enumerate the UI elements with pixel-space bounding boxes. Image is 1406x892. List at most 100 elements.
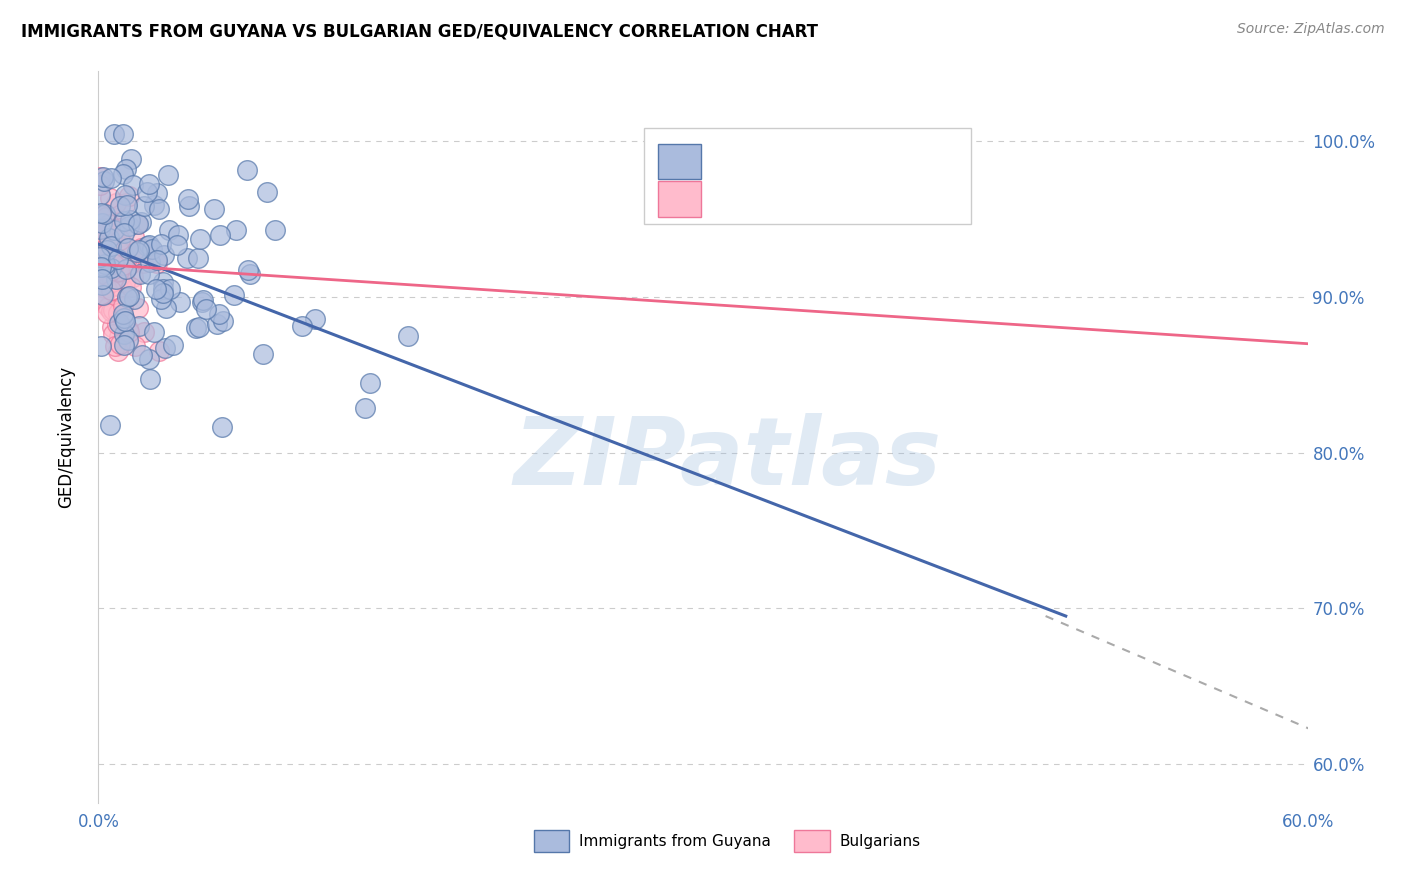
Point	[112, 327, 135, 342]
Point	[118, 189, 141, 203]
Point	[211, 420, 233, 434]
Point	[89, 208, 111, 222]
Text: Bulgarians: Bulgarians	[839, 834, 921, 848]
Point	[89, 225, 111, 239]
Point	[117, 250, 139, 264]
Point	[105, 317, 128, 331]
Point	[159, 282, 181, 296]
Point	[202, 202, 225, 217]
Point	[107, 329, 129, 343]
Point	[114, 314, 136, 328]
Point	[97, 217, 120, 231]
Point	[146, 186, 169, 200]
Point	[93, 174, 115, 188]
Point	[129, 241, 152, 255]
Point	[153, 248, 176, 262]
Point	[96, 244, 118, 258]
Point	[97, 300, 120, 314]
Point	[131, 214, 153, 228]
Point	[93, 208, 115, 222]
Point	[162, 338, 184, 352]
Point	[135, 185, 157, 199]
Point	[94, 211, 117, 225]
Point	[91, 225, 114, 239]
Point	[120, 152, 142, 166]
Point	[128, 244, 150, 258]
Point	[111, 307, 134, 321]
Point	[115, 290, 138, 304]
Point	[101, 326, 124, 341]
Point	[359, 376, 381, 390]
Point	[118, 213, 141, 227]
Text: R = -0.406   N = 116: R = -0.406 N = 116	[717, 153, 905, 170]
Point	[256, 185, 278, 199]
Point	[100, 276, 122, 290]
Point	[138, 267, 160, 281]
Point	[128, 319, 150, 334]
Point	[98, 191, 121, 205]
Point	[101, 320, 124, 334]
Point	[111, 127, 134, 141]
Point	[118, 288, 141, 302]
Text: ZIPatlas: ZIPatlas	[513, 413, 941, 505]
Point	[112, 226, 135, 240]
Point	[176, 251, 198, 265]
Point	[97, 221, 120, 235]
Point	[110, 336, 132, 351]
Point	[142, 198, 165, 212]
Point	[148, 202, 170, 217]
Text: Source: ZipAtlas.com: Source: ZipAtlas.com	[1237, 22, 1385, 37]
Point	[125, 217, 148, 231]
Point	[263, 223, 285, 237]
Point	[90, 260, 112, 275]
Point	[136, 238, 159, 252]
Point	[90, 278, 112, 293]
Point	[304, 312, 326, 326]
Point	[115, 196, 138, 211]
Point	[132, 256, 155, 270]
Point	[94, 260, 117, 275]
Point	[101, 303, 124, 318]
Point	[122, 230, 145, 244]
Point	[90, 339, 112, 353]
Point	[89, 187, 111, 202]
Point	[98, 236, 121, 251]
Point	[108, 316, 131, 330]
Point	[89, 294, 111, 309]
Point	[93, 276, 115, 290]
Point	[112, 167, 135, 181]
Point	[100, 238, 122, 252]
Y-axis label: GED/Equivalency: GED/Equivalency	[56, 366, 75, 508]
Point	[118, 326, 141, 340]
Point	[93, 289, 115, 303]
Point	[120, 280, 142, 294]
Point	[104, 211, 127, 225]
Point	[112, 237, 135, 252]
Point	[155, 301, 177, 315]
Point	[166, 237, 188, 252]
Point	[124, 339, 146, 353]
Point	[111, 281, 134, 295]
Point	[194, 302, 217, 317]
Point	[93, 281, 115, 295]
Point	[96, 268, 118, 282]
Point	[188, 319, 211, 334]
Point	[101, 263, 124, 277]
Point	[114, 161, 136, 176]
Point	[105, 265, 128, 279]
Point	[100, 304, 122, 318]
Point	[145, 282, 167, 296]
Point	[96, 306, 118, 320]
Point	[239, 267, 262, 281]
Point	[117, 253, 139, 268]
Point	[152, 275, 174, 289]
Point	[107, 306, 129, 320]
Point	[108, 269, 131, 284]
Point	[166, 228, 188, 243]
Point	[105, 272, 128, 286]
Point	[107, 344, 129, 359]
Point	[98, 417, 121, 432]
Point	[145, 256, 167, 270]
Point	[208, 228, 231, 243]
Text: R =  -0.107   N =  78: R = -0.107 N = 78	[717, 190, 905, 208]
